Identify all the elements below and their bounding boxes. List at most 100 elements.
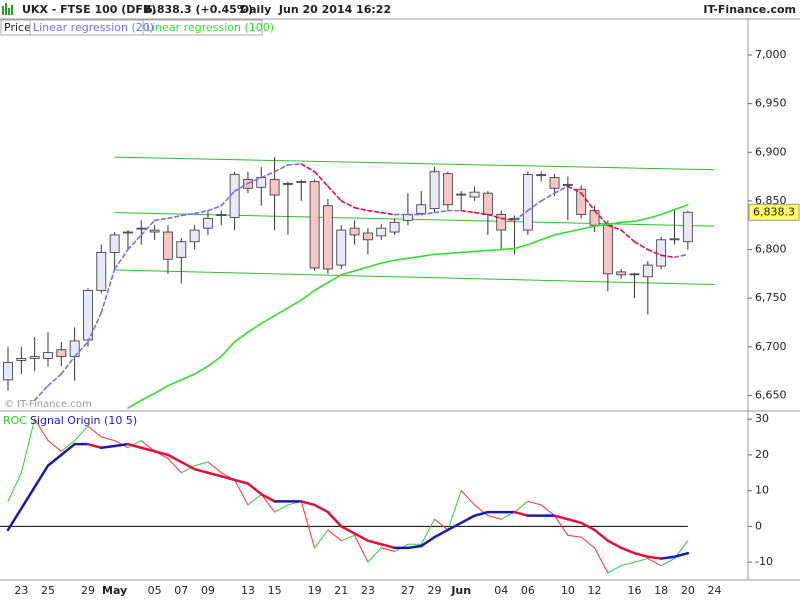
candle-body: [349, 227, 360, 236]
series-line: [300, 500, 316, 507]
series-line: [327, 185, 343, 202]
x-tick-label: Jun: [450, 584, 471, 597]
series-line: [234, 479, 249, 506]
series-line: [500, 217, 516, 222]
series-line: [606, 539, 623, 550]
series-line: [580, 192, 596, 212]
candle-body: [669, 238, 680, 241]
candle-body: [96, 252, 107, 291]
y-tick-label: 6,650: [755, 388, 787, 401]
series-line: [327, 274, 343, 284]
series-line: [619, 546, 636, 555]
series-line: [660, 254, 676, 259]
series-line: [233, 331, 249, 343]
series-line: [634, 558, 649, 563]
series-line: [607, 224, 622, 231]
candle-body: [309, 181, 320, 269]
series-line: [207, 461, 222, 474]
series-line: [113, 442, 130, 448]
series-line: [233, 182, 249, 192]
series-line: [420, 211, 436, 216]
y-tick-label: 6,750: [755, 291, 787, 304]
series-line: [233, 478, 250, 485]
series-line: [140, 392, 156, 402]
series-line: [100, 268, 116, 314]
candle-body: [3, 361, 13, 381]
series-line: [260, 492, 276, 503]
x-tick-label: 10: [561, 584, 575, 597]
series-line: [340, 200, 356, 209]
series-line: [473, 510, 490, 517]
series-line: [366, 539, 383, 546]
series-line: [153, 450, 170, 457]
series-line: [314, 529, 329, 549]
period: Daily Jun 20 2014 16:22: [240, 3, 391, 16]
series-line: [313, 281, 329, 292]
series-line: [140, 219, 156, 236]
series-line: [326, 510, 343, 528]
series-line: [407, 255, 423, 260]
candle-body: [323, 205, 333, 270]
candle-body: [469, 191, 480, 198]
x-tick-label: 19: [308, 584, 322, 597]
series-line: [300, 289, 316, 301]
candle-body: [642, 264, 653, 278]
candle-body: [562, 183, 573, 186]
series-line: [460, 209, 476, 214]
series-line: [340, 525, 356, 535]
series-line: [433, 252, 449, 256]
candle-body: [682, 211, 693, 243]
series-line: [300, 500, 316, 549]
series-line: [379, 543, 396, 550]
series-line: [633, 551, 650, 559]
y-tick-label: 6,700: [755, 340, 787, 353]
candle-body: [456, 193, 467, 196]
series-line: [514, 500, 529, 513]
x-tick-label: 06: [521, 584, 535, 597]
y-tick-label: 6,850: [755, 194, 787, 207]
series-line: [647, 248, 662, 257]
series-line: [660, 558, 675, 567]
series-line: [167, 457, 182, 474]
series-line: [513, 209, 529, 222]
series-line: [553, 514, 570, 521]
series-line: [594, 547, 609, 574]
series-line: [300, 163, 316, 173]
candle-body: [16, 358, 27, 361]
series-line: [633, 217, 649, 223]
candle-body: [616, 271, 627, 276]
series-line: [473, 249, 489, 253]
series-line: [180, 373, 196, 381]
series-line: [459, 514, 476, 525]
x-tick-label: 23: [14, 584, 28, 597]
x-tick-label: 12: [588, 584, 602, 597]
series-line: [527, 239, 543, 246]
candle-body: [576, 188, 587, 215]
series-line: [380, 547, 396, 552]
series-line: [220, 475, 236, 482]
series-line: [207, 204, 223, 212]
series-line: [140, 446, 156, 453]
series-line: [153, 217, 169, 222]
series-line: [127, 234, 143, 251]
candle-body: [269, 179, 280, 196]
candle-body: [56, 349, 67, 357]
series-line: [340, 270, 356, 276]
series-line: [167, 214, 183, 220]
legend-entry: Signal Origin (10 5): [30, 414, 137, 427]
series-line: [340, 534, 356, 542]
series-line: [647, 558, 662, 567]
series-line: [127, 399, 143, 409]
series-line: [7, 472, 22, 502]
series-line: [593, 223, 609, 227]
watermark: © IT-Finance.com: [4, 399, 92, 410]
legend: Price: [0, 19, 263, 36]
y-tick-label: 6,950: [755, 97, 787, 110]
series-line: [247, 493, 262, 506]
series-line: [620, 561, 636, 567]
series-line: [20, 485, 36, 510]
candle-body: [416, 204, 427, 214]
x-tick-label: 16: [628, 584, 642, 597]
series-line: [180, 212, 196, 217]
series-line: [659, 555, 676, 560]
